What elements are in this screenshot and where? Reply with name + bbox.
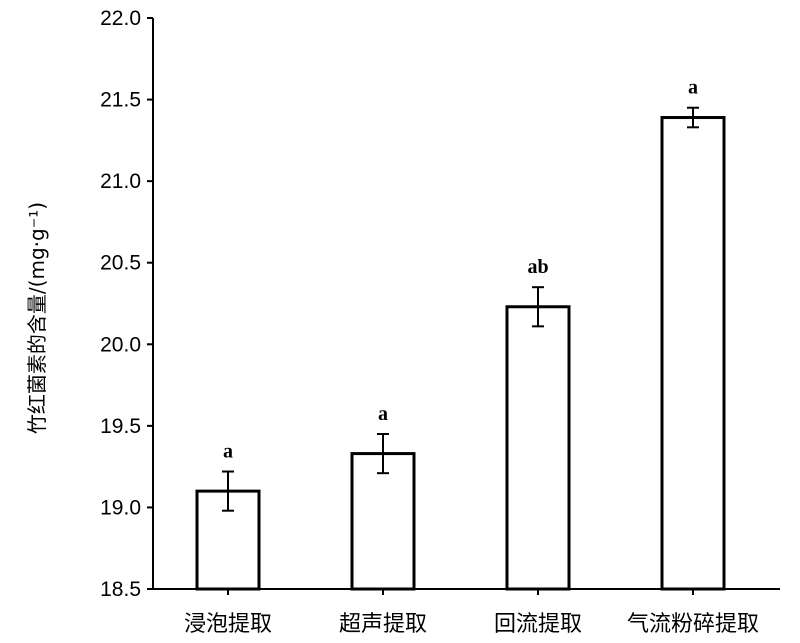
significance-label: a xyxy=(688,77,698,99)
y-tick-label: 18.5 xyxy=(100,578,141,601)
x-category-label: 回流提取 xyxy=(494,612,582,637)
y-tick-label: 19.0 xyxy=(100,496,141,519)
bar xyxy=(350,452,416,591)
y-axis-label: 竹红菌素的含量/(mg·g⁻¹) xyxy=(25,202,49,434)
significance-label: a xyxy=(378,403,388,425)
y-tick-label: 22.0 xyxy=(100,7,141,30)
significance-label: ab xyxy=(527,256,548,278)
y-tick-label: 21.0 xyxy=(100,170,141,193)
x-category-label: 气流粉碎提取 xyxy=(627,612,759,637)
x-category-label: 超声提取 xyxy=(339,612,427,637)
bar xyxy=(660,116,726,591)
y-tick-label: 21.5 xyxy=(100,89,141,112)
y-tick-label: 20.5 xyxy=(100,252,141,275)
y-tick-label: 19.5 xyxy=(100,415,141,438)
y-tick-label: 20.0 xyxy=(100,333,141,356)
x-category-label: 浸泡提取 xyxy=(184,612,272,637)
significance-label: a xyxy=(223,441,233,463)
bar xyxy=(505,305,571,591)
plot-area: 18.5 19.0 19.5 20.0 20.5 21.0 21.5 22.0 a 浸泡提取 a 超声… xyxy=(100,7,780,637)
